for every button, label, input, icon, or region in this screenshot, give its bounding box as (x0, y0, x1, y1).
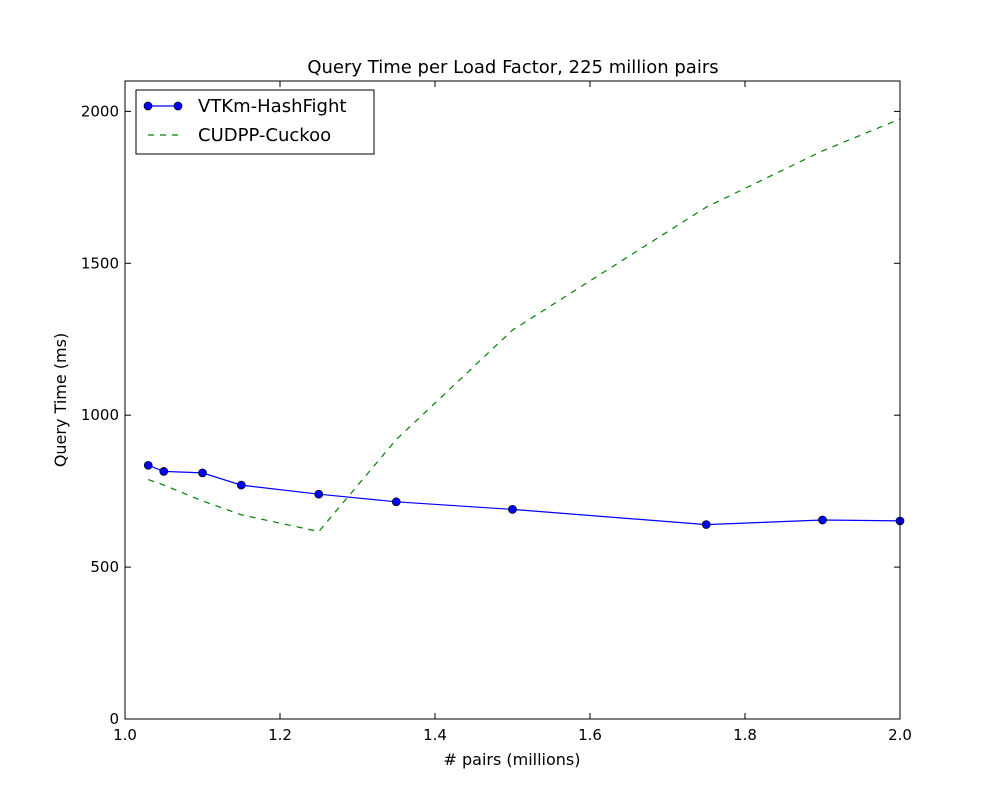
series-point-0 (198, 468, 207, 478)
plot-frame (124, 80, 901, 720)
legend-marker-vtkm (143, 101, 153, 111)
x-tick-label: 1.8 (733, 726, 757, 744)
legend: VTKm-HashFight CUDPP-Cuckoo (135, 89, 375, 155)
y-tick-label: 2000 (81, 102, 119, 120)
y-tick-label: 1500 (81, 254, 119, 272)
x-tick-label: 1.0 (113, 726, 137, 744)
series-point-0 (701, 520, 711, 529)
y-tick-label: 500 (90, 558, 119, 576)
y-axis-label: Query Time (ms) (51, 333, 70, 467)
series-point-0 (818, 515, 827, 525)
legend-box (135, 89, 375, 155)
series-point-0 (391, 497, 401, 507)
x-tick-label: 2.0 (888, 726, 912, 744)
series-point-0 (143, 460, 153, 470)
x-tick-label: 1.4 (423, 726, 447, 744)
series-line-0 (148, 464, 901, 526)
y-tick-label: 1000 (81, 406, 119, 424)
series-point-0 (508, 505, 517, 514)
series-line-1 (148, 118, 901, 533)
x-tick-label: 1.2 (268, 726, 292, 744)
x-tick-label: 1.6 (578, 726, 602, 744)
chart-title: Query Time per Load Factor, 225 million … (307, 57, 718, 78)
x-axis-label: # pairs (millions) (443, 750, 580, 769)
y-tick-label: 0 (109, 710, 119, 728)
series-point-0 (159, 467, 169, 476)
ticks-layer: 1.0 1.2 1.4 1.6 1.8 2.0 0 500 1000 1500 2000 (81, 81, 912, 744)
legend-label-vtkm: VTKm-HashFight (198, 96, 346, 117)
series-point-0 (236, 480, 246, 490)
legend-marker-vtkm (173, 101, 183, 111)
series-layer (143, 118, 905, 533)
series-point-0 (314, 489, 324, 499)
legend-label-cudpp: CUDPP-Cuckoo (198, 125, 331, 146)
